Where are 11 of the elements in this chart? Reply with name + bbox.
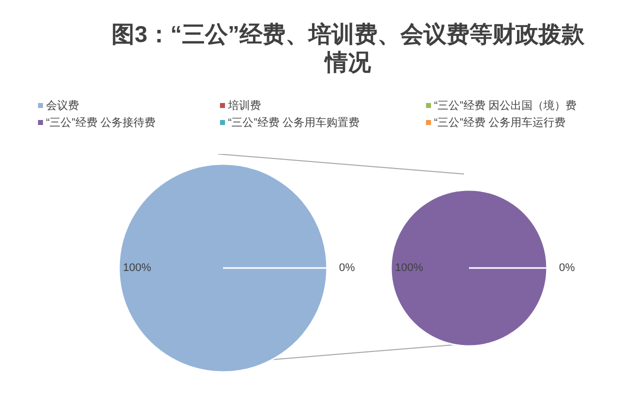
text: 0%	[339, 262, 355, 274]
chart-title: 图3：“三公”经费、培训费、会议费等财政拨款情况	[110, 20, 586, 76]
legend-label: 培训费	[228, 98, 261, 113]
legend-label: “三公”经费 公务用车购置费	[228, 116, 360, 130]
legend-label: “三公”经费 公务用车运行费	[434, 116, 566, 130]
legend-label: “三公”经费 因公出国（境）费	[434, 98, 576, 113]
data-label: 100%	[395, 262, 424, 274]
legend-label: 会议费	[46, 99, 79, 113]
legend-label: “三公”经费 公务接待费	[46, 116, 156, 130]
text: 0%	[559, 262, 575, 274]
data-label: 100%	[123, 262, 152, 274]
